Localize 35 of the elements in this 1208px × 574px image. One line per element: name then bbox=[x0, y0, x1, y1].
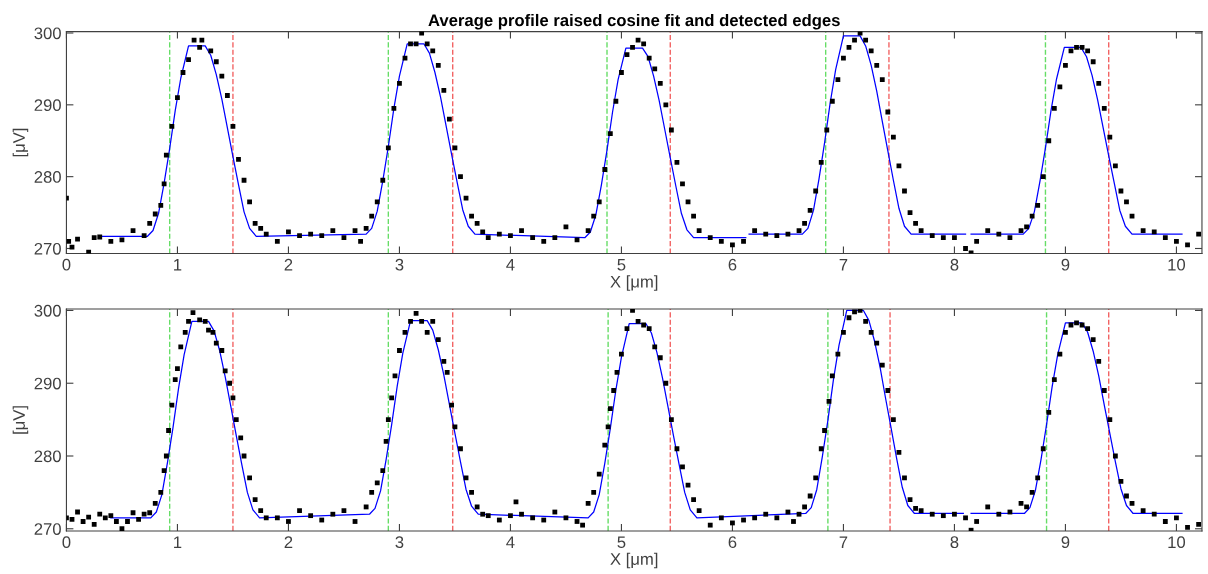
x-tick-label: 1 bbox=[174, 258, 182, 271]
x-tick-label: 4 bbox=[506, 258, 515, 271]
x-axis-title: X [μm] bbox=[610, 275, 658, 291]
y-tick-label: 280 bbox=[34, 171, 61, 183]
y-axis-title: [μV] bbox=[12, 406, 29, 434]
x-tick-label: 3 bbox=[395, 258, 404, 271]
x-tick-label: 10 bbox=[1168, 536, 1186, 549]
x-tick-label: 3 bbox=[395, 536, 404, 549]
x-tick-label: 9 bbox=[1061, 258, 1070, 271]
x-tick-label: 0 bbox=[62, 536, 71, 549]
y-tick-label: 270 bbox=[34, 523, 61, 535]
x-tick-label: 2 bbox=[284, 536, 293, 548]
x-axis-title: X [μm] bbox=[610, 552, 658, 569]
y-tick-label: 300 bbox=[34, 27, 61, 40]
chart-title: Average profile raised cosine fit and detected edges bbox=[428, 13, 840, 30]
x-tick-label: 7 bbox=[839, 258, 848, 271]
x-tick-label: 5 bbox=[617, 258, 626, 271]
y-tick-label: 270 bbox=[34, 242, 61, 255]
y-tick-label: 280 bbox=[34, 450, 61, 463]
y-axis-title: [μV] bbox=[12, 128, 29, 157]
x-tick-label: 7 bbox=[839, 536, 848, 548]
x-tick-label: 6 bbox=[728, 536, 737, 549]
y-tick-label: 290 bbox=[34, 377, 61, 390]
x-tick-label: 9 bbox=[1061, 536, 1070, 549]
y-tick-label: 300 bbox=[34, 304, 61, 317]
x-tick-label: 1 bbox=[174, 536, 182, 548]
x-tick-label: 8 bbox=[950, 536, 959, 549]
x-tick-label: 0 bbox=[62, 258, 71, 271]
y-tick-label: 290 bbox=[34, 99, 61, 112]
x-tick-label: 4 bbox=[506, 536, 515, 548]
x-tick-label: 2 bbox=[284, 258, 293, 271]
x-tick-label: 5 bbox=[617, 536, 626, 549]
x-tick-label: 8 bbox=[950, 258, 959, 271]
x-tick-label: 10 bbox=[1168, 258, 1186, 271]
x-tick-label: 6 bbox=[728, 258, 737, 271]
